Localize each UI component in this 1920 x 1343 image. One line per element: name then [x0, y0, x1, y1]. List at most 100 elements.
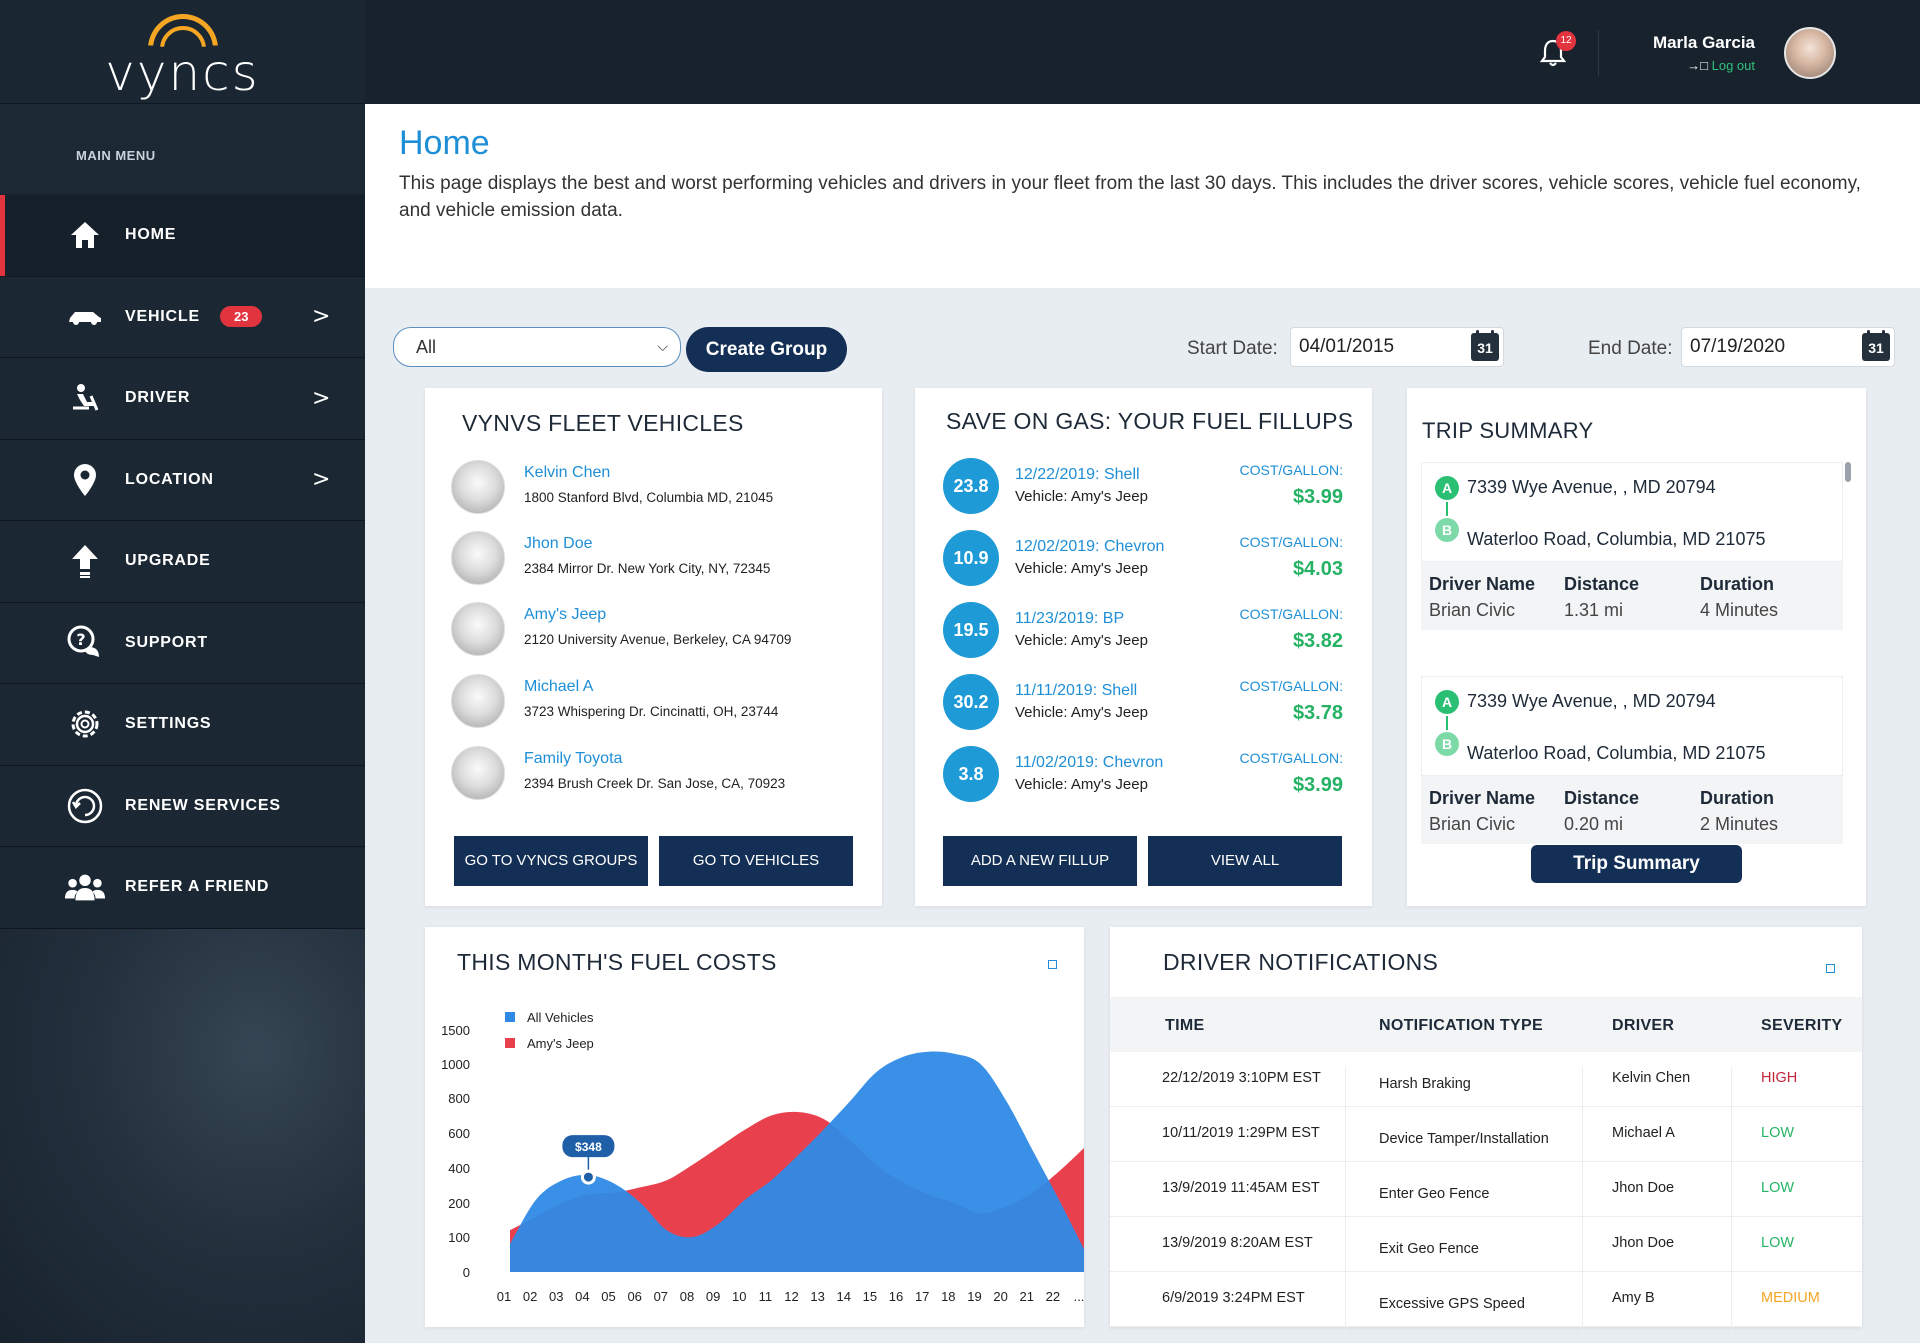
cost-value: $3.99: [1292, 486, 1343, 508]
x-tick-label: 13: [810, 1289, 824, 1304]
legend-swatch: [505, 1012, 515, 1022]
fillup-vehicle: Vehicle: Amy's Jeep: [1015, 632, 1148, 649]
go-to-vehicles-button[interactable]: GO TO VEHICLES: [659, 836, 853, 886]
page-description: This page displays the best and worst pe…: [399, 173, 1861, 221]
chevron-right-icon: >: [312, 304, 331, 330]
fillup-vehicle: Vehicle: Amy's Jeep: [1015, 704, 1148, 721]
list-item[interactable]: 23.8 12/22/2019: Shell Vehicle: Amy's Je…: [943, 458, 1343, 530]
column-header-time[interactable]: TIME: [1165, 1017, 1205, 1034]
column-header-severity[interactable]: SEVERITY: [1761, 1017, 1843, 1034]
x-tick-label: 18: [941, 1289, 955, 1304]
sidebar-item-label: UPGRADE: [125, 552, 211, 570]
y-tick-label: 400: [448, 1161, 470, 1176]
list-item[interactable]: Jhon Doe 2384 Mirror Dr. New York City, …: [451, 531, 871, 591]
vehicle-name[interactable]: Michael A: [524, 678, 594, 695]
list-item[interactable]: Michael A 3723 Whispering Dr. Cincinatti…: [451, 674, 871, 734]
view-all-button[interactable]: VIEW ALL: [1148, 836, 1342, 886]
svg-text:?: ?: [76, 630, 85, 649]
add-new-fillup-button[interactable]: ADD A NEW FILLUP: [943, 836, 1137, 886]
sidebar-item-label: DRIVER: [125, 389, 191, 407]
calendar-icon[interactable]: 31: [1862, 330, 1890, 361]
sidebar-item-driver[interactable]: DRIVER >: [0, 358, 365, 440]
table-cell-driver: Amy B: [1612, 1290, 1655, 1306]
legend-label: Amy's Jeep: [527, 1036, 594, 1051]
support-icon: ?: [64, 622, 106, 664]
x-tick-label: 03: [549, 1289, 563, 1304]
trip-summary-button[interactable]: Trip Summary: [1531, 845, 1742, 883]
user-name: Marla Garcia: [1652, 33, 1755, 52]
trip-item[interactable]: A B 7339 Wye Avenue, , MD 20794 Waterloo…: [1421, 462, 1843, 630]
table-row[interactable]: 13/9/2019 11:45AM EST Enter Geo Fence Jhon…: [1110, 1162, 1862, 1217]
sidebar-item-refer-a-friend[interactable]: REFER A FRIEND: [0, 847, 365, 929]
cost-value: $3.82: [1292, 630, 1343, 652]
fillup-title[interactable]: 12/02/2019: Chevron: [1015, 538, 1165, 555]
vehicle-name[interactable]: Amy's Jeep: [524, 606, 607, 623]
vehicle-address: 1800 Stanford Blvd, Columbia MD, 21045: [524, 490, 774, 505]
start-date-label: Start Date:: [1187, 338, 1278, 359]
driver-notifications-card: DRIVER NOTIFICATIONS TIME NOTIFICATION T…: [1110, 927, 1862, 1343]
fillup-title[interactable]: 11/02/2019: Chevron: [1015, 754, 1164, 771]
duration-value: 2 Minutes: [1700, 814, 1779, 834]
sidebar-item-home[interactable]: HOME: [0, 195, 365, 277]
start-date-field[interactable]: 04/01/2015 31: [1290, 327, 1504, 367]
table-row[interactable]: 22/12/2019 3:10PM EST Harsh Braking Kelvin…: [1110, 1052, 1862, 1107]
x-tick-label: 20: [993, 1289, 1007, 1304]
fillup-gallons-badge: 10.9: [943, 530, 999, 586]
table-row[interactable]: 13/9/2019 8:20AM EST Exit Geo Fence Jhon D…: [1110, 1217, 1862, 1272]
avatar: [451, 674, 505, 728]
sidebar-item-location[interactable]: LOCATION >: [0, 439, 365, 521]
vehicle-name[interactable]: Family Toyota: [524, 750, 623, 767]
distance-header: Distance: [1564, 788, 1640, 808]
end-date-field[interactable]: 07/19/2020 31: [1681, 327, 1895, 367]
fillup-title[interactable]: 11/11/2019: Shell: [1015, 682, 1138, 699]
table-cell-type: Harsh Braking: [1379, 1076, 1471, 1092]
list-item[interactable]: Family Toyota 2394 Brush Creek Dr. San J…: [451, 746, 871, 806]
sidebar-item-upgrade[interactable]: UPGRADE: [0, 521, 365, 603]
sidebar-item-label: RENEW SERVICES: [125, 796, 281, 814]
fillup-title[interactable]: 12/22/2019: Shell: [1015, 466, 1140, 483]
fillup-title[interactable]: 11/23/2019: BP: [1015, 610, 1125, 627]
trip-from: 7339 Wye Avenue, , MD 20794: [1467, 477, 1716, 497]
scrollbar[interactable]: [1845, 462, 1851, 482]
user-avatar[interactable]: [1784, 27, 1836, 79]
sidebar-item-vehicle[interactable]: VEHICLE 23 >: [0, 276, 365, 358]
column-header-notification-type[interactable]: NOTIFICATION TYPE: [1379, 1017, 1543, 1034]
list-item[interactable]: 3.8 11/02/2019: Chevron Vehicle: Amy's J…: [943, 746, 1343, 818]
calendar-icon[interactable]: 31: [1471, 330, 1499, 361]
driver-name-header: Driver Name: [1429, 788, 1536, 808]
y-tick-label: 100: [448, 1230, 470, 1245]
create-group-button[interactable]: Create Group: [686, 327, 847, 372]
expand-icon[interactable]: [1048, 960, 1057, 969]
vehicle-address: 3723 Whispering Dr. Cincinatti, OH, 2374…: [524, 704, 779, 719]
expand-icon[interactable]: [1826, 964, 1835, 973]
sidebar-item-settings[interactable]: SETTINGS: [0, 684, 365, 766]
sidebar-item-support[interactable]: ? SUPPORT: [0, 602, 365, 684]
sidebar-item-renew-services[interactable]: RENEW SERVICES: [0, 765, 365, 847]
list-item[interactable]: 30.2 11/11/2019: Shell Vehicle: Amy's Je…: [943, 674, 1343, 746]
fuel-costs-chart: 0 100 200 400 600 800 1000 1500 01 02 03 04 05 06 07 08…: [441, 1010, 1084, 1304]
cost-label: COST/GALLON:: [1239, 750, 1343, 766]
logo[interactable]: vyncs: [0, 0, 365, 104]
group-select[interactable]: All ⌵: [393, 327, 681, 367]
main-nav: HOME VEHICLE 23 > DRIVER > LOCATION >: [0, 195, 365, 929]
list-item[interactable]: 10.9 12/02/2019: Chevron Vehicle: Amy's …: [943, 530, 1343, 602]
list-item[interactable]: 19.5 11/23/2019: BP Vehicle: Amy's Jeep …: [943, 602, 1343, 674]
vehicle-name[interactable]: Jhon Doe: [524, 535, 593, 552]
table-cell-time: 6/9/2019 3:24PM EST: [1162, 1290, 1305, 1306]
list-item[interactable]: Kelvin Chen 1800 Stanford Blvd, Columbia…: [451, 460, 871, 520]
logout-icon: →□: [1687, 58, 1712, 73]
driver-name-value: Brian Civic: [1429, 814, 1516, 834]
column-header-driver[interactable]: DRIVER: [1612, 1017, 1675, 1034]
vehicle-name[interactable]: Kelvin Chen: [524, 464, 611, 481]
go-to-vyncs-groups-button[interactable]: GO TO VYNCS GROUPS: [454, 836, 648, 886]
table-row[interactable]: 10/11/2019 1:29PM EST Device Tamper/Insta…: [1110, 1107, 1862, 1162]
table-header: [1110, 997, 1862, 1052]
trip-item[interactable]: A B 7339 Wye Avenue, , MD 20794 Waterloo…: [1421, 676, 1843, 844]
table-row[interactable]: 6/9/2019 3:24PM EST Excessive GPS Speed Am…: [1110, 1272, 1862, 1327]
logout-link[interactable]: →□ Log out: [1687, 58, 1755, 73]
top-bar: [365, 0, 1920, 104]
end-pin-icon: B: [1435, 518, 1459, 542]
annotation-point[interactable]: [580, 1169, 596, 1185]
x-tick-label: 22: [1046, 1289, 1060, 1304]
list-item[interactable]: Amy's Jeep 2120 University Avenue, Berke…: [451, 602, 871, 662]
